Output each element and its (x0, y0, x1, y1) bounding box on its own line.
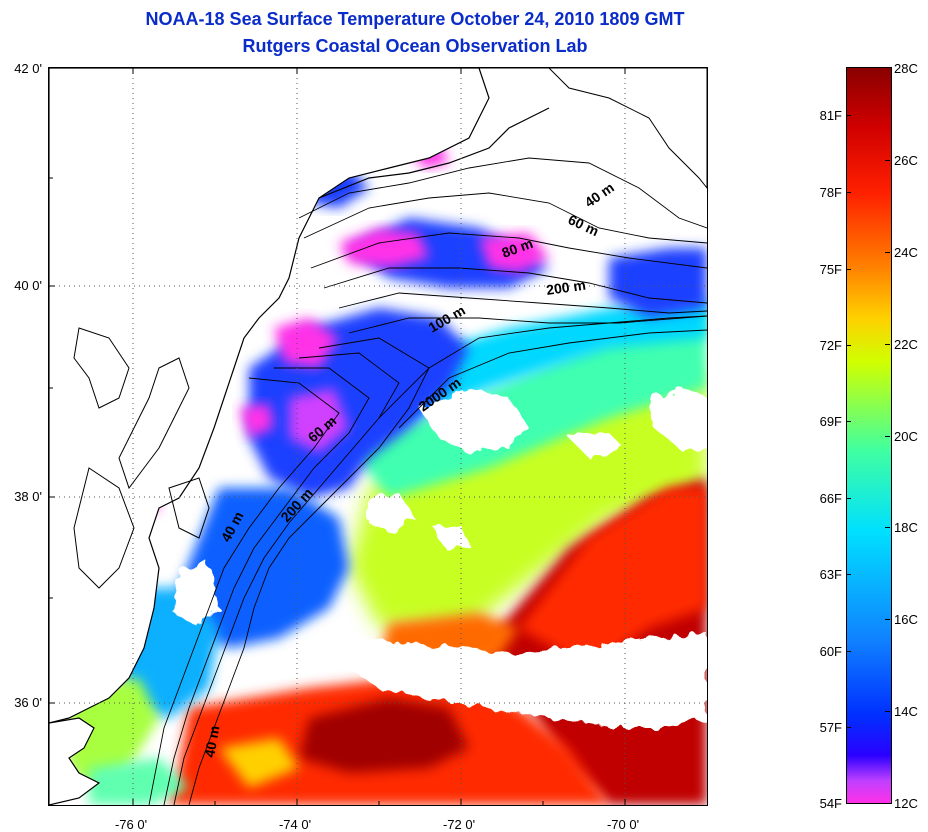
colorbar-c-26: 26C (894, 153, 918, 168)
lon-label-76: -76 0' (114, 817, 148, 832)
colorbar-f-78: 78F (819, 185, 842, 200)
lat-label-36: 36 0' (14, 695, 42, 710)
lon-label-72: -72 0' (442, 817, 476, 832)
colorbar-c-18: 18C (894, 520, 918, 535)
colorbar-f-69: 69F (819, 414, 842, 429)
colorbar-f-81: 81F (819, 108, 842, 123)
colorbar-f-72: 72F (819, 338, 842, 353)
axis-ticks (49, 68, 626, 805)
colorbar-f-63: 63F (819, 567, 842, 582)
map-title: NOAA-18 Sea Surface Temperature October … (145, 9, 685, 29)
colorbar-c-16: 16C (894, 612, 918, 627)
colorbar-c-20: 20C (894, 429, 918, 444)
contour-label-200m-north: 200 m (545, 277, 587, 298)
temperature-colorbar (846, 67, 892, 804)
colorbar-f-57: 57F (819, 720, 842, 735)
colorbar-c-12: 12C (894, 796, 918, 811)
colorbar-f-66: 66F (819, 491, 842, 506)
colorbar-f-54: 54F (819, 796, 842, 811)
land-coastline (49, 68, 707, 805)
sst-map: 40 m 60 m 80 m 200 m 100 m 2000 m 60 m 2… (48, 67, 708, 806)
lat-label-40: 40 0' (14, 278, 42, 293)
lat-label-42: 42 0' (14, 61, 42, 76)
sst-map-canvas: 40 m 60 m 80 m 200 m 100 m 2000 m 60 m 2… (49, 68, 707, 805)
bathymetry-contours (148, 157, 707, 805)
colorbar-c-14: 14C (894, 704, 918, 719)
colorbar-c-28: 28C (894, 61, 918, 76)
colorbar-c-22: 22C (894, 337, 918, 352)
map-subtitle: Rutgers Coastal Ocean Observation Lab (242, 36, 588, 56)
contour-label-40m-north: 40 m (582, 179, 617, 210)
colorbar-f-60: 60F (819, 644, 842, 659)
colorbar-f-75: 75F (819, 262, 842, 277)
contour-label-40m-south: 40 m (201, 724, 222, 758)
lon-label-74: -74 0' (278, 817, 312, 832)
colorbar-c-24: 24C (894, 245, 918, 260)
lon-label-70: -70 0' (606, 817, 640, 832)
lat-label-38: 38 0' (14, 489, 42, 504)
contour-label-60m-north: 60 m (566, 211, 602, 239)
